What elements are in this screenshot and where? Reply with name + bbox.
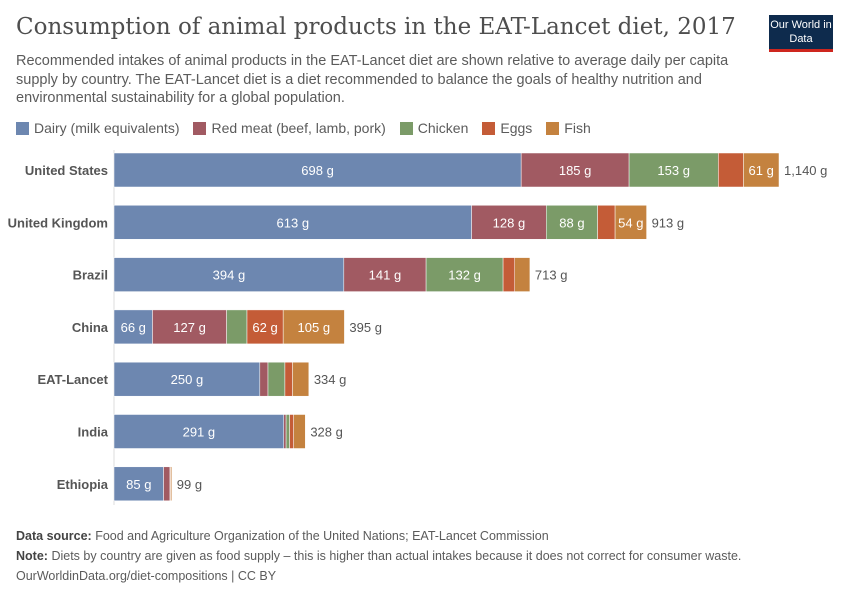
data-label: 394 g	[213, 268, 246, 283]
data-label: 250 g	[171, 372, 204, 387]
legend-swatch	[482, 121, 496, 135]
total-label: 713 g	[535, 268, 568, 283]
legend-swatch	[399, 121, 413, 135]
data-label: 127 g	[173, 320, 206, 335]
data-label: 88 g	[559, 215, 584, 230]
bar-segment[interactable]	[113, 205, 472, 240]
total-label: 913 g	[652, 215, 685, 230]
bar-segment[interactable]	[514, 257, 531, 292]
bar-segment[interactable]	[293, 414, 306, 449]
bar-segment[interactable]	[289, 414, 294, 449]
data-label: 132 g	[448, 268, 481, 283]
data-label: 153 g	[657, 163, 690, 178]
data-label: 128 g	[493, 215, 526, 230]
bar-segment[interactable]	[246, 309, 284, 345]
bar-segment[interactable]	[471, 205, 547, 240]
bar-segment[interactable]	[283, 414, 287, 449]
bar-segment[interactable]	[113, 257, 345, 292]
bar-segment[interactable]	[292, 361, 310, 397]
legend-swatch	[193, 121, 207, 135]
data-label: 291 g	[183, 425, 216, 440]
bar-segment[interactable]	[743, 152, 780, 188]
bar-segment[interactable]	[226, 309, 248, 345]
total-label: 1,140 g	[784, 163, 827, 178]
legend-swatch	[546, 121, 560, 135]
total-label: 99 g	[177, 477, 202, 492]
category-label: United States	[25, 163, 108, 178]
legend-item[interactable]: Chicken	[399, 120, 469, 136]
total-label: 334 g	[314, 372, 347, 387]
total-label: 328 g	[310, 425, 343, 440]
category-label: United Kingdom	[8, 215, 108, 230]
legend-item[interactable]: Dairy (milk equivalents)	[16, 120, 179, 136]
bar-segment[interactable]	[282, 309, 345, 345]
category-label: Ethiopia	[57, 477, 109, 492]
bar-segment[interactable]	[170, 466, 172, 502]
data-label: 613 g	[277, 215, 310, 230]
bar-segment[interactable]	[259, 361, 269, 397]
bar-segment[interactable]	[520, 152, 630, 188]
category-label: EAT-Lancet	[37, 372, 108, 387]
legend-item[interactable]: Eggs	[482, 120, 532, 136]
bar-segment[interactable]	[597, 205, 616, 240]
bar-segment[interactable]	[152, 309, 227, 345]
bar-segment[interactable]	[163, 466, 171, 502]
footer-note: Note: Diets by country are given as food…	[16, 549, 741, 563]
chart-title: Consumption of animal products in the EA…	[16, 14, 736, 40]
data-label: 698 g	[301, 163, 334, 178]
bar-segment[interactable]	[343, 257, 427, 292]
note-label: Note:	[16, 549, 48, 563]
legend-label: Chicken	[417, 120, 469, 136]
legend-swatch	[16, 121, 29, 135]
data-label: 54 g	[618, 215, 643, 230]
legend-label: Red meat (beef, lamb, pork)	[211, 120, 386, 136]
chart-subtitle: Recommended intakes of animal products i…	[16, 53, 729, 106]
data-label: 185 g	[559, 163, 592, 178]
footer-url[interactable]: OurWorldinData.org/diet-compositions | C…	[16, 569, 277, 583]
bar-segment[interactable]	[614, 205, 647, 240]
legend-item[interactable]: Red meat (beef, lamb, pork)	[193, 120, 386, 136]
data-label: 85 g	[126, 477, 151, 492]
legend: Dairy (milk equivalents) Red meat (beef, …	[16, 120, 591, 136]
bar-segment[interactable]	[284, 361, 293, 397]
data-label: 66 g	[121, 320, 146, 335]
bar-segment[interactable]	[267, 361, 286, 397]
legend-item[interactable]: Fish	[546, 120, 591, 136]
category-label: India	[78, 425, 109, 440]
bar-segment[interactable]	[425, 257, 504, 292]
bar-segment[interactable]	[113, 152, 522, 188]
logo-text: Our World in Data	[770, 19, 832, 45]
bar-segment[interactable]	[546, 205, 598, 240]
bar-segment[interactable]	[502, 257, 516, 292]
owid-logo[interactable]: Our World in Data	[769, 15, 833, 52]
source-label: Data source:	[16, 529, 92, 543]
bar-segment[interactable]	[113, 414, 284, 449]
data-label: 105 g	[298, 320, 331, 335]
footer-source: Data source: Food and Agriculture Organi…	[16, 529, 549, 543]
source-text: Food and Agriculture Organization of the…	[95, 529, 549, 543]
data-label: 62 g	[252, 320, 277, 335]
note-text: Diets by country are given as food suppl…	[51, 549, 742, 563]
bar-segment[interactable]	[628, 152, 719, 188]
bar-segment[interactable]	[285, 414, 290, 449]
data-label: 61 g	[749, 163, 774, 178]
data-label: 141 g	[369, 268, 402, 283]
legend-label: Fish	[564, 120, 591, 136]
legend-label: Dairy (milk equivalents)	[34, 120, 180, 136]
bar-segment[interactable]	[718, 152, 744, 188]
category-label: Brazil	[73, 268, 108, 283]
bar-segment[interactable]	[113, 361, 261, 397]
legend-label: Eggs	[500, 120, 533, 136]
total-label: 395 g	[349, 320, 382, 335]
category-label: China	[72, 320, 109, 335]
